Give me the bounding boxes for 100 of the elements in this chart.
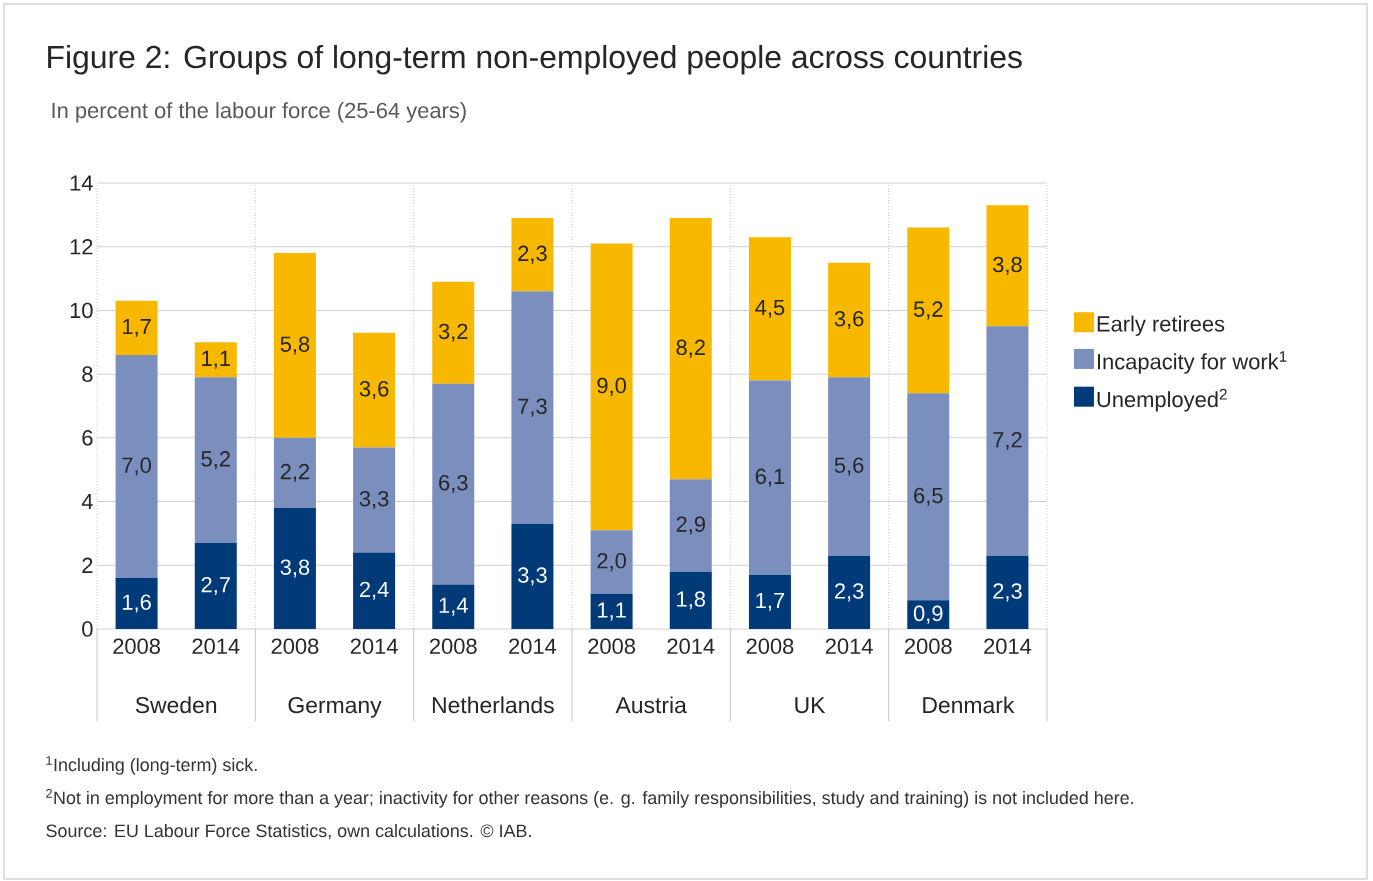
data-label: 8,2 bbox=[676, 339, 705, 358]
data-label: 3,2 bbox=[438, 323, 468, 342]
x-tick-label: 2008 bbox=[905, 638, 952, 655]
y-tick-label: 6 bbox=[82, 430, 93, 446]
bar bbox=[432, 383, 475, 585]
bar bbox=[828, 262, 871, 378]
data-label: 0,9 bbox=[913, 605, 943, 624]
y-tick-label: 4 bbox=[81, 494, 93, 510]
y-tick-label: 14 bbox=[70, 175, 93, 191]
bar bbox=[590, 243, 633, 531]
data-label: 9,0 bbox=[597, 377, 626, 396]
data-label: 4,5 bbox=[755, 299, 785, 318]
data-label: 1,7 bbox=[756, 592, 785, 611]
y-tick-label: 12 bbox=[70, 239, 93, 255]
bar bbox=[273, 507, 316, 629]
bar bbox=[115, 300, 158, 356]
data-label: 5,2 bbox=[201, 451, 230, 470]
text: $^{1}$Including (long-term) sick. bbox=[46, 756, 257, 775]
data-label: 3,8 bbox=[280, 559, 310, 578]
bar bbox=[669, 571, 712, 629]
x-tick-label: 2008 bbox=[588, 638, 636, 655]
data-label: 5,8 bbox=[280, 336, 310, 355]
bar bbox=[353, 447, 396, 553]
x-tick-label: 2014 bbox=[825, 638, 873, 655]
text: Denmark bbox=[923, 696, 1015, 714]
x-tick-label: 2014 bbox=[509, 638, 557, 655]
x-tick-label: 2014 bbox=[350, 638, 398, 655]
data-label: 5,6 bbox=[834, 457, 864, 476]
data-label: 7,3 bbox=[518, 398, 547, 417]
x-tick-label: 2008 bbox=[113, 638, 160, 655]
chart-subtitle: In percent of the labour force (25-64 years) bbox=[52, 102, 466, 123]
text: Austria bbox=[615, 696, 687, 714]
text: Germany bbox=[288, 697, 382, 718]
data-label: 3,6 bbox=[359, 381, 389, 400]
y-tick-label: 8 bbox=[82, 366, 93, 382]
data-label: 2,2 bbox=[280, 463, 310, 482]
data-label: 1,1 bbox=[598, 602, 626, 621]
bar bbox=[907, 393, 950, 601]
data-label: 3,3 bbox=[359, 490, 389, 510]
text: $^{2}$Not in employment for more than a year; inactivity for other reasons (e. g. family responsibilities, study and training) is not included here. bbox=[46, 788, 1134, 808]
bar bbox=[828, 555, 871, 629]
x-tick-label: 2014 bbox=[667, 638, 715, 655]
data-label: 2,3 bbox=[834, 583, 864, 602]
bar bbox=[748, 574, 791, 629]
bar bbox=[590, 593, 633, 629]
x-tick-label: 2008 bbox=[746, 638, 794, 655]
data-label: 1,7 bbox=[123, 319, 151, 337]
bar bbox=[590, 530, 633, 594]
bar bbox=[986, 205, 1029, 327]
bar bbox=[432, 281, 475, 384]
data-label: 1,6 bbox=[123, 594, 151, 613]
bar bbox=[669, 218, 712, 480]
bar bbox=[511, 523, 554, 629]
bar bbox=[511, 218, 554, 292]
bar bbox=[353, 552, 396, 629]
data-label: 6,1 bbox=[755, 468, 785, 487]
source-note: Source: EU Labour Force Statistics, own calculations. © IAB. bbox=[46, 824, 531, 840]
x-tick-label: 2014 bbox=[192, 638, 240, 655]
legend-label: Early retirees bbox=[1097, 315, 1225, 336]
bar bbox=[907, 227, 950, 394]
data-label: 3,3 bbox=[518, 567, 547, 586]
y-tick-label: 0 bbox=[82, 621, 93, 637]
data-label: 2,0 bbox=[597, 553, 626, 572]
bar bbox=[115, 355, 158, 579]
y-tick-label: 2 bbox=[82, 557, 93, 573]
text: Netherlands bbox=[432, 696, 554, 714]
data-label: 2,7 bbox=[201, 576, 230, 596]
x-tick-label: 2008 bbox=[271, 638, 319, 655]
bar bbox=[669, 479, 712, 572]
data-label: 2,3 bbox=[993, 583, 1022, 602]
data-label: 3,8 bbox=[993, 256, 1022, 275]
bar bbox=[194, 377, 237, 543]
bar bbox=[273, 437, 316, 508]
data-label: 2,9 bbox=[676, 516, 705, 535]
chart-title: Figure 2: Groups of long-term non-employed people across countries bbox=[48, 44, 1022, 75]
data-label: 6,5 bbox=[914, 487, 943, 506]
data-label: 1,8 bbox=[677, 591, 706, 610]
bar bbox=[273, 253, 316, 438]
bar bbox=[986, 326, 1029, 556]
data-label: 3,6 bbox=[834, 310, 864, 330]
text: UK bbox=[795, 697, 826, 714]
bar bbox=[194, 542, 237, 629]
bar bbox=[353, 332, 396, 448]
data-label: 7,0 bbox=[122, 457, 151, 476]
x-tick-label: 2014 bbox=[984, 638, 1032, 655]
bar bbox=[986, 555, 1029, 629]
bar bbox=[194, 342, 237, 378]
text: Sweden bbox=[135, 696, 217, 714]
x-tick-label: 2008 bbox=[429, 638, 477, 655]
bar bbox=[115, 578, 158, 629]
bar bbox=[432, 584, 475, 629]
y-tick-label: 10 bbox=[70, 302, 93, 319]
data-label: 7,2 bbox=[993, 431, 1022, 451]
bar bbox=[748, 237, 791, 381]
data-label: 6,3 bbox=[439, 474, 468, 494]
data-label: 2,4 bbox=[359, 581, 389, 600]
bar bbox=[828, 377, 871, 556]
legend-label: Unemployed$^{2}$ bbox=[1097, 388, 1227, 412]
bar bbox=[748, 380, 791, 575]
legend-label: Incapacity for work$^{1}$ bbox=[1097, 351, 1287, 374]
